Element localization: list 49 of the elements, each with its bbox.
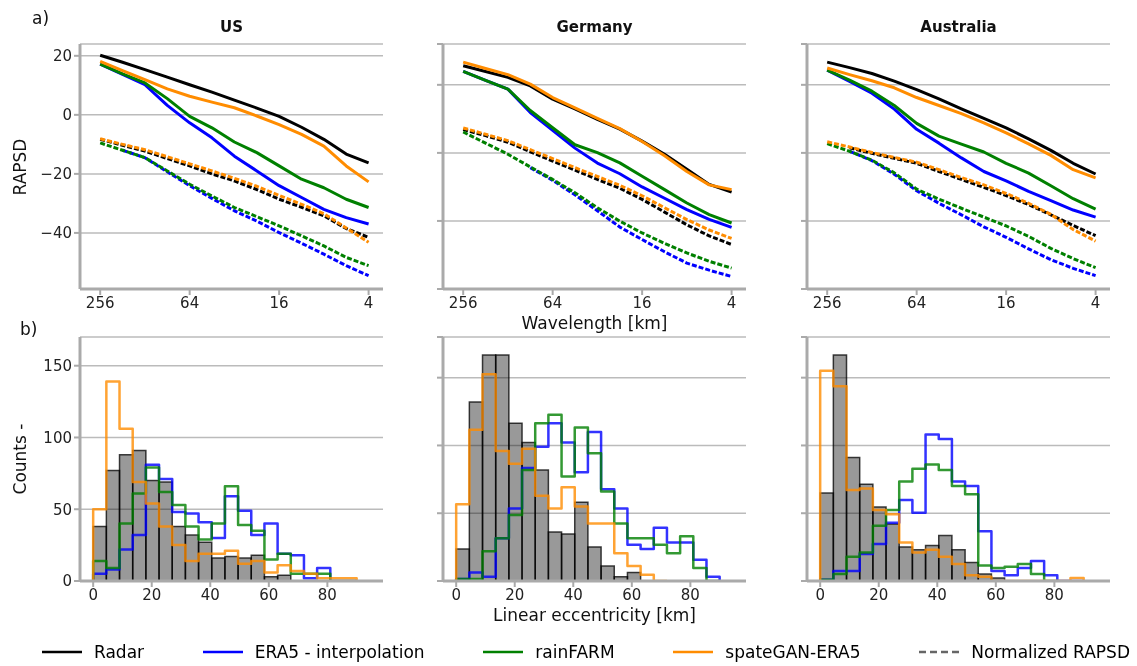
x-tick-label: 60 (622, 585, 642, 604)
x-tick-label: 40 (200, 585, 220, 604)
x-tick-label: 0 (451, 585, 461, 604)
x-tick-label: 16 (996, 293, 1016, 312)
y-tick-label: 20 (52, 47, 72, 66)
legend-label: rainFARM (535, 642, 615, 662)
x-tick-label: 16 (269, 293, 289, 312)
x-tick-label: 64 (180, 293, 200, 312)
y-tick-label: −40 (40, 224, 72, 243)
x-tick-label: 20 (869, 585, 889, 604)
x-tick-label: 80 (317, 585, 337, 604)
y-axis-title: RAPSD (10, 137, 30, 197)
x-tick-label: 256 (448, 293, 478, 312)
x-tick-label: 4 (363, 293, 374, 312)
x-tick-label: 60 (986, 585, 1006, 604)
legend-label: Normalized RAPSD (971, 642, 1130, 662)
x-tick-label: 256 (85, 293, 115, 312)
x-tick-label: 20 (505, 585, 525, 604)
x-tick-label: 60 (259, 585, 279, 604)
y-tick-label: 0 (62, 572, 72, 591)
x-tick-label: 0 (815, 585, 825, 604)
x-tick-label: 64 (543, 293, 563, 312)
x-tick-label: 40 (927, 585, 947, 604)
x-tick-label: 80 (680, 585, 700, 604)
legend-label: Radar (94, 642, 145, 662)
x-tick-label: 20 (142, 585, 162, 604)
text: b) (20, 319, 38, 339)
y-axis-title: Counts - (10, 422, 30, 497)
x-tick-label: 64 (907, 293, 927, 312)
x-tick-label: 40 (563, 585, 583, 604)
x-axis-title: Wavelength [km] (520, 313, 669, 333)
text: a) (32, 8, 50, 28)
legend-label: ERA5 - interpolation (254, 642, 425, 662)
chart-title: Australia (919, 18, 998, 36)
y-tick-label: 50 (52, 500, 72, 519)
chart-title: US (219, 18, 244, 36)
legend-label: spateGAN-ERA5 (725, 642, 861, 662)
x-tick-label: 0 (88, 585, 98, 604)
chart-title: Germany (555, 18, 634, 36)
y-tick-label: −20 (40, 165, 72, 184)
x-tick-label: 4 (726, 293, 737, 312)
x-tick-label: 256 (812, 293, 842, 312)
y-tick-label: 100 (43, 428, 72, 447)
x-tick-label: 16 (632, 293, 652, 312)
x-tick-label: 4 (1090, 293, 1101, 312)
x-tick-label: 80 (1044, 585, 1064, 604)
x-axis-title: Linear eccentricity [km] (492, 605, 697, 625)
y-tick-label: 0 (62, 106, 72, 125)
y-tick-label: 150 (43, 357, 72, 376)
